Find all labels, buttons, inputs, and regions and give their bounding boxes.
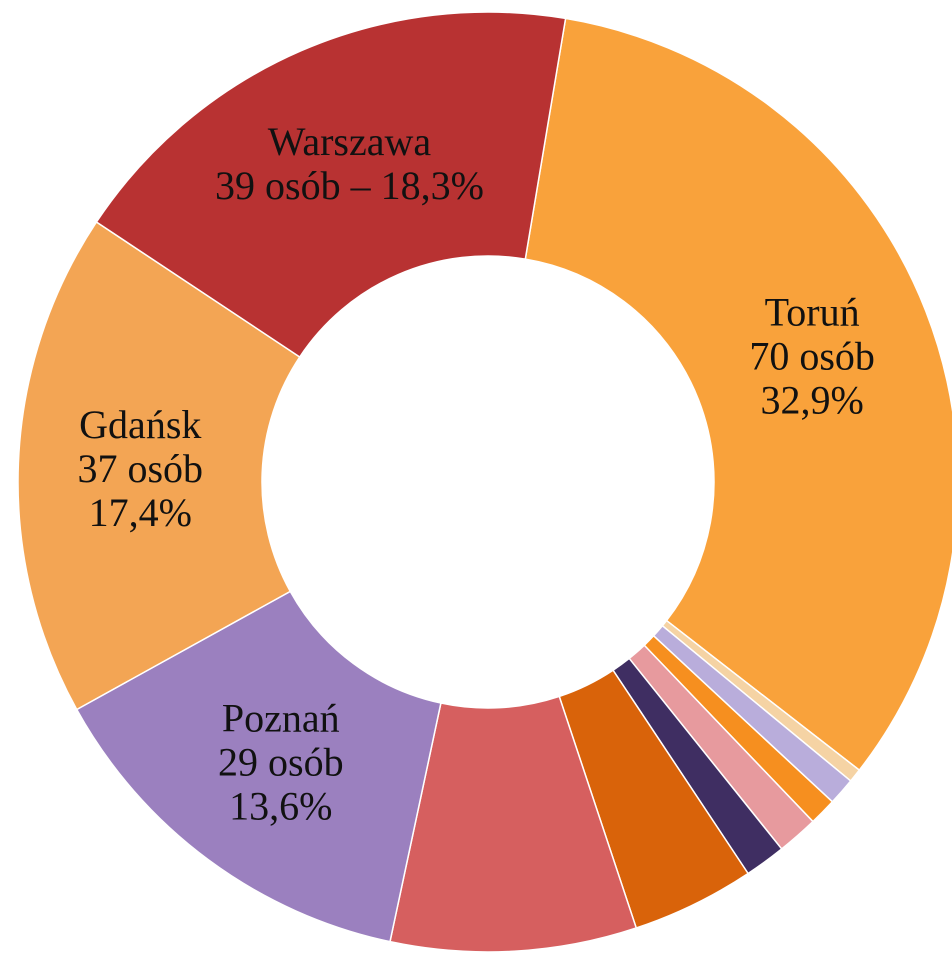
label-line: Warszawa xyxy=(268,119,432,164)
label-line: 29 osób xyxy=(218,740,344,785)
slice-label: Toruń 70 osób 32,9% xyxy=(749,289,875,422)
donut-slice xyxy=(75,590,442,943)
slice-label: Gdańsk 37 osób 17,4% xyxy=(77,402,203,535)
donut-slice xyxy=(95,11,567,359)
label-line: 70 osób xyxy=(749,333,875,378)
donut-slice xyxy=(17,220,301,711)
slice-label: Poznań 29 osób 13,6% xyxy=(218,696,344,829)
slice-label: Warszawa 39 osób – 18,3% xyxy=(215,119,484,208)
label-line: 13,6% xyxy=(229,784,332,829)
label-line: Poznań xyxy=(222,696,340,741)
label-line: 37 osób xyxy=(77,446,203,491)
label-line: 17,4% xyxy=(89,490,192,535)
donut-slice xyxy=(524,17,952,772)
label-line: Toruń xyxy=(765,289,860,334)
label-line: 39 osób – 18,3% xyxy=(215,163,484,208)
label-line: 32,9% xyxy=(760,377,863,422)
label-line: Gdańsk xyxy=(79,402,201,447)
